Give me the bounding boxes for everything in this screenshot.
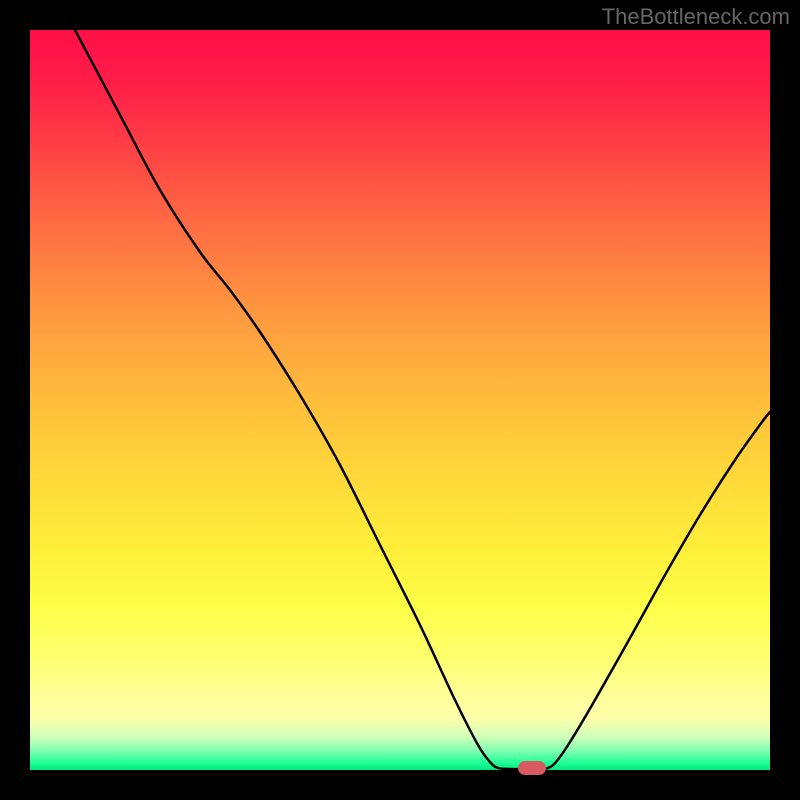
bottleneck-curve-chart — [0, 0, 800, 800]
optimal-point-marker — [518, 761, 546, 775]
chart-container: TheBottleneck.com — [0, 0, 800, 800]
chart-plot-area — [30, 30, 770, 770]
watermark-label: TheBottleneck.com — [602, 4, 790, 30]
